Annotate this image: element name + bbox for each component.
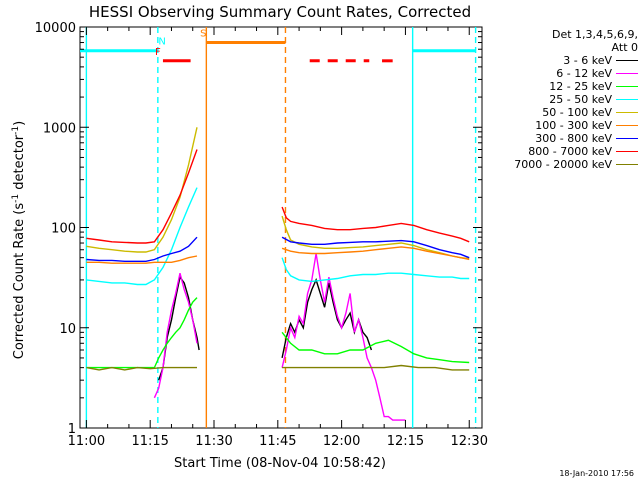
y-axis-label: Corrected Count Rate (s-1 detector-1) — [11, 121, 27, 359]
legend-swatch — [616, 73, 638, 74]
series-line-5-segment-0 — [86, 255, 198, 264]
legend-entry: 12 - 25 keV — [480, 80, 638, 93]
legend-entry-label: 3 - 6 keV — [563, 54, 612, 67]
y-axis-label-sup1: -1 — [11, 194, 21, 203]
y-tick-label-2: 100 — [51, 222, 76, 237]
y-axis-label-main: Corrected Count Rate (s — [12, 203, 27, 360]
state-bar-label-N: N — [158, 37, 165, 48]
series-line-8-segment-1 — [282, 364, 470, 371]
legend-swatch — [616, 151, 638, 152]
legend-entry-label: 50 - 100 keV — [542, 106, 612, 119]
y-tick-label-4: 10000 — [35, 21, 76, 36]
state-bar-label-F: F — [155, 47, 161, 58]
legend-swatch — [616, 125, 638, 126]
legend-swatch — [616, 164, 638, 165]
state-bar-label-S: S — [200, 29, 206, 40]
series-line-5-segment-1 — [281, 246, 470, 261]
legend-swatch — [616, 60, 638, 61]
series-line-7-segment-0 — [86, 149, 198, 244]
x-tick-label-4: 12:00 — [323, 434, 360, 449]
x-tick-label-1: 11:15 — [131, 434, 168, 449]
series-line-2-segment-0 — [86, 297, 198, 369]
y-axis-label-sup2: -1 — [11, 126, 21, 135]
legend-swatch — [616, 112, 638, 113]
series-line-1-segment-0 — [153, 273, 198, 399]
legend-swatch — [616, 138, 638, 139]
y-tick-label-1: 10 — [59, 322, 76, 337]
legend-entry-label: 7000 - 20000 keV — [514, 158, 612, 171]
y-axis-label-mid: detector — [12, 134, 27, 194]
x-tick-label-0: 11:00 — [68, 434, 105, 449]
x-tick-label-2: 11:30 — [195, 434, 232, 449]
series-line-3-segment-1 — [281, 257, 470, 283]
legend-entry-label: 300 - 800 keV — [535, 132, 612, 145]
series-line-6-segment-1 — [281, 236, 470, 259]
x-axis: 11:00 11:15 11:30 11:45 12:00 12:15 12:30 — [68, 27, 488, 449]
legend-entry: 300 - 800 keV — [480, 132, 638, 145]
legend-entry: 7000 - 20000 keV — [480, 158, 638, 171]
legend-entry: 25 - 50 keV — [480, 93, 638, 106]
x-tick-label-6: 12:30 — [451, 434, 488, 449]
legend-entry: 3 - 6 keV — [480, 54, 638, 67]
series-line-3-segment-0 — [86, 187, 198, 286]
series-line-8-segment-0 — [86, 366, 197, 371]
legend-entry: 50 - 100 keV — [480, 106, 638, 119]
legend-entry: 800 - 7000 keV — [480, 145, 638, 158]
legend-header-line-1: Det 1,3,4,5,6,9, — [551, 28, 638, 41]
series-line-1-segment-1 — [281, 253, 406, 421]
timestamp-footer: 18-Jan-2010 17:56 — [559, 469, 634, 478]
series-line-7-segment-1 — [281, 206, 470, 243]
legend-entry-label: 800 - 7000 keV — [528, 145, 612, 158]
y-tick-label-0: 1 — [68, 422, 76, 437]
legend-swatch — [616, 86, 638, 87]
x-tick-label-3: 11:45 — [259, 434, 296, 449]
y-tick-label-3: 1000 — [43, 121, 76, 136]
legend-entry: 6 - 12 keV — [480, 67, 638, 80]
series-line-6-segment-0 — [86, 236, 198, 262]
series-line-2-segment-1 — [281, 331, 470, 364]
chart-title: HESSI Observing Summary Count Rates, Cor… — [89, 3, 471, 21]
legend-header-line-2: Att 0 — [611, 41, 638, 54]
x-axis-label: Start Time (08-Nov-04 10:58:42) — [174, 456, 386, 471]
legend-entry-label: 6 - 12 keV — [556, 67, 612, 80]
legend-entry: 100 - 300 keV — [480, 119, 638, 132]
legend-entry-label: 12 - 25 keV — [549, 80, 612, 93]
legend-swatch — [616, 99, 638, 100]
y-axis-label-end: ) — [12, 121, 27, 126]
y-axis: 1 10 100 1000 10000 — [35, 21, 482, 437]
series-line-4-segment-0 — [86, 127, 198, 253]
legend-entry-label: 25 - 50 keV — [549, 93, 612, 106]
state-bars: NF S — [80, 29, 476, 63]
series-lines — [86, 127, 470, 421]
x-tick-label-5: 12:15 — [387, 434, 424, 449]
series-line-4-segment-1 — [281, 215, 470, 260]
legend: Det 1,3,4,5,6,9, Att 0 3 - 6 keV 6 - 12 k… — [480, 28, 638, 171]
legend-entry-label: 100 - 300 keV — [535, 119, 612, 132]
